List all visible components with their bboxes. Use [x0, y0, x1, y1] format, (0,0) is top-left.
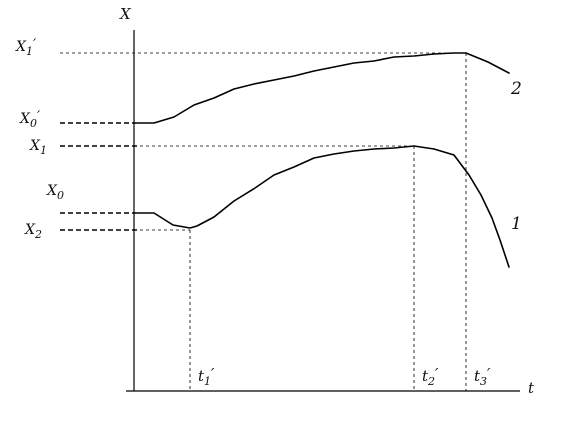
t-label-t1-prime: t1′	[198, 365, 215, 388]
t-label-t3-prime: t3′	[474, 365, 491, 388]
curve-1	[135, 145, 510, 268]
y-label-x2: X2	[24, 222, 42, 241]
reference-lines	[60, 52, 467, 391]
y-label-x0: X0	[46, 183, 64, 202]
y-label-x0-prime: X0′	[19, 109, 41, 130]
x-axis-label: t	[528, 379, 535, 397]
y-label-x1: X1	[29, 138, 47, 157]
y-axis-label: X	[119, 5, 132, 23]
y-label-x1-prime: X1′	[15, 37, 37, 58]
t-label-t2-prime: t2′	[422, 365, 439, 388]
curves	[135, 52, 510, 268]
curve-2	[135, 52, 510, 124]
curve-2-label: 2	[510, 79, 522, 99]
curve-1-label: 1	[511, 214, 522, 234]
